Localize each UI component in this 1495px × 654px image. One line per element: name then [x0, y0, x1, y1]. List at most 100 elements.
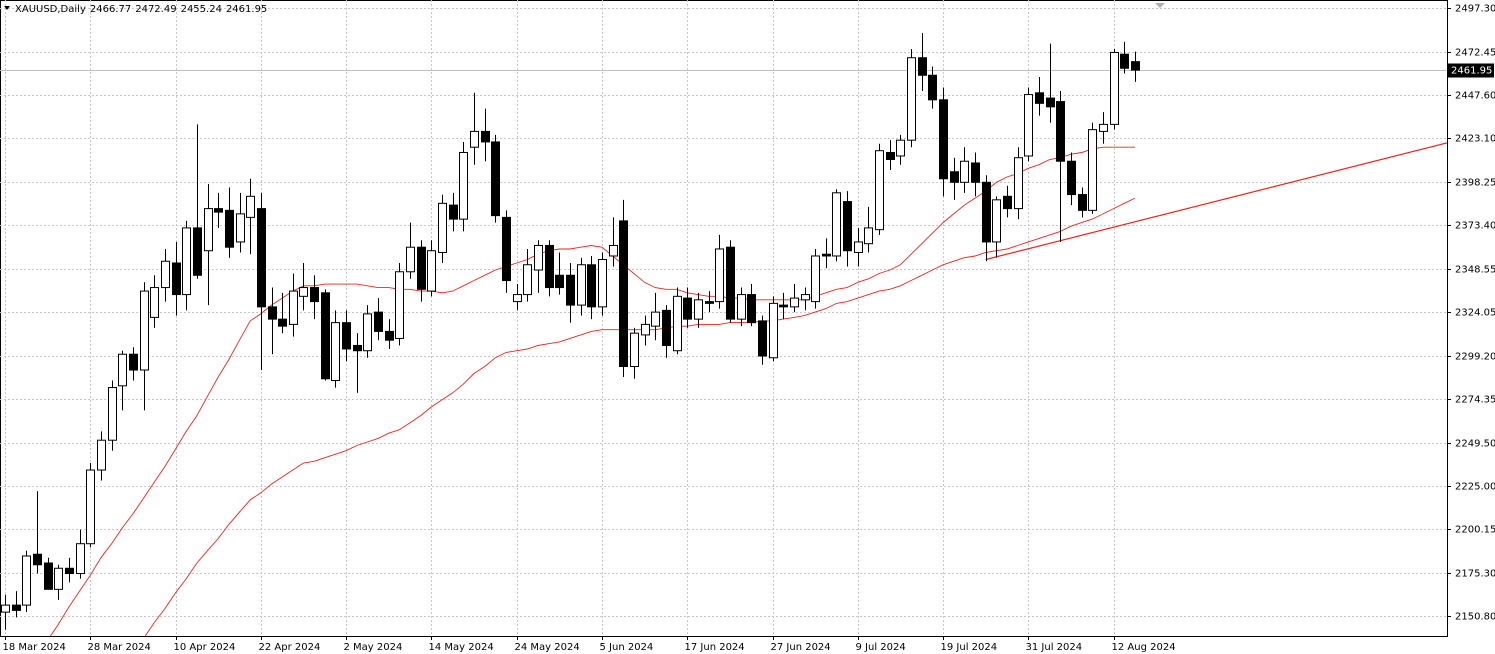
candle-body [86, 469, 95, 545]
x-tick-label: 22 Apr 2024 [259, 642, 321, 653]
y-tick-label: 2398.25 [1455, 178, 1495, 189]
candle-body [886, 151, 895, 160]
shift-marker [1155, 3, 1165, 8]
candle-body [1056, 101, 1065, 162]
y-tick-label: 2150.80 [1455, 612, 1495, 623]
candle-body [33, 553, 42, 566]
candle-body [758, 320, 767, 357]
x-tick-label: 17 Jun 2024 [685, 642, 745, 653]
candle-body [470, 130, 479, 148]
candle-body [598, 258, 607, 308]
x-tick-label: 12 Aug 2024 [1112, 642, 1176, 653]
x-tick-label: 10 Apr 2024 [174, 642, 236, 653]
y-tick-label: 2373.40 [1455, 221, 1495, 232]
candle-body [779, 304, 788, 308]
y-tick-label: 2175.30 [1455, 569, 1495, 580]
candle-body [715, 248, 724, 303]
candle-body [97, 439, 106, 471]
symbol: XAUUSD,Daily [15, 4, 86, 15]
candle-body [854, 241, 863, 253]
candle-body [992, 199, 1001, 243]
candle-body [395, 271, 404, 339]
moving-average [144, 197, 1136, 636]
candle-body [651, 311, 660, 327]
candle-body [76, 543, 85, 575]
x-tick-label: 27 Jun 2024 [771, 642, 831, 653]
candle-body [1014, 157, 1023, 210]
y-tick-label: 2299.20 [1455, 352, 1495, 363]
candle-body [566, 274, 575, 306]
candle-body [246, 195, 255, 218]
header-arrow [4, 6, 10, 10]
candle-body [1131, 61, 1140, 71]
candle-body [811, 255, 820, 303]
candle-body [214, 208, 223, 213]
header-low: 2455.24 [181, 4, 222, 15]
candle-body [118, 353, 127, 387]
candle-body [491, 141, 500, 217]
trendline [985, 142, 1447, 261]
candle-body [161, 260, 170, 289]
candle-body [918, 57, 927, 76]
candle-body [737, 294, 746, 320]
x-tick-label: 2 May 2024 [344, 642, 403, 653]
candle-body [1088, 129, 1097, 211]
candle-body [673, 295, 682, 352]
candle-body [225, 209, 234, 248]
candle-body [939, 99, 948, 180]
candle-body [150, 287, 159, 318]
candle-body [268, 306, 277, 320]
candle-body [1110, 51, 1119, 125]
y-tick-label: 2423.10 [1455, 134, 1495, 145]
candle-body [577, 264, 586, 306]
candle-body [555, 274, 564, 289]
candle-body [630, 332, 639, 368]
candle-body [321, 292, 330, 380]
candle-body [790, 297, 799, 308]
x-tick-label: 5 Jun 2024 [600, 642, 654, 653]
candle-body [204, 208, 213, 252]
y-tick-label: 2200.15 [1455, 525, 1495, 536]
candle-body [363, 313, 372, 352]
candle-body [1035, 92, 1044, 104]
candle-body [843, 201, 852, 252]
candle-body [928, 74, 937, 101]
candle-body [971, 162, 980, 183]
candle-body [1046, 97, 1055, 108]
x-tick-label: 14 May 2024 [429, 642, 494, 653]
candle-body [662, 309, 671, 346]
header-high: 2472.49 [135, 4, 176, 15]
candle-body [449, 204, 458, 220]
candle-body [44, 562, 53, 590]
x-tick-label: 19 Jul 2024 [941, 642, 998, 653]
x-tick-label: 9 Jul 2024 [856, 642, 906, 653]
candle-body [1024, 94, 1033, 157]
candle-body [54, 567, 63, 590]
candle-body [140, 290, 149, 371]
candle-body [694, 299, 703, 320]
y-tick-label: 2348.55 [1455, 265, 1495, 276]
y-tick-label: 2472.45 [1455, 48, 1495, 59]
grid [0, 0, 1447, 636]
candle-body [875, 150, 884, 231]
last-price-label: 2461.95 [1451, 66, 1492, 77]
candle-body [182, 227, 191, 296]
header-close: 2461.95 [226, 4, 267, 15]
candle-body [801, 294, 810, 301]
plot-frame [0, 0, 1448, 637]
candle-body [641, 323, 650, 336]
candle-body [481, 130, 490, 143]
last-price-box [1448, 63, 1494, 78]
candle-body [22, 555, 31, 606]
candle-body [427, 250, 436, 292]
candle-body [310, 287, 319, 303]
candle-body [236, 213, 245, 243]
y-tick-label: 2249.50 [1455, 439, 1495, 450]
candle-body [108, 387, 117, 441]
y-tick-label: 2225.00 [1455, 482, 1495, 493]
y-tick-label: 2274.35 [1455, 395, 1495, 406]
candle-body [513, 294, 522, 303]
candle-body [502, 216, 511, 282]
